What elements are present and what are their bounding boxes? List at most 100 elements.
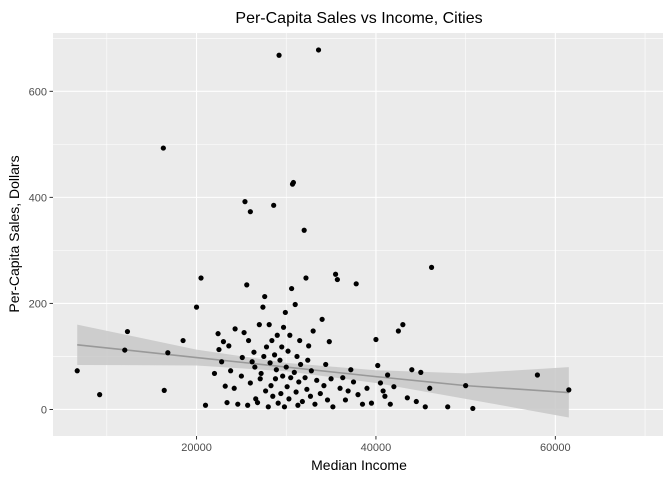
x-axis-ticks: 20000 40000 60000 bbox=[181, 436, 571, 454]
data-point bbox=[239, 354, 245, 361]
data-point bbox=[281, 404, 288, 410]
data-point bbox=[254, 399, 261, 406]
x-tick-label: 20000 bbox=[181, 442, 212, 454]
data-point bbox=[334, 276, 340, 283]
data-point bbox=[271, 352, 278, 358]
data-point bbox=[291, 369, 297, 375]
data-point bbox=[310, 328, 316, 334]
data-point bbox=[382, 393, 388, 399]
data-point bbox=[375, 362, 381, 369]
y-tick-label: 600 bbox=[29, 86, 47, 98]
data-point bbox=[303, 275, 309, 281]
data-point bbox=[307, 393, 314, 399]
data-point bbox=[262, 293, 268, 300]
data-point bbox=[279, 344, 285, 350]
data-point bbox=[463, 383, 469, 389]
data-point bbox=[160, 145, 166, 151]
data-point bbox=[269, 337, 275, 344]
data-point bbox=[161, 387, 167, 393]
data-point bbox=[342, 397, 349, 403]
data-point bbox=[180, 337, 186, 344]
data-point bbox=[297, 337, 303, 344]
data-point bbox=[337, 385, 343, 391]
data-point bbox=[247, 380, 253, 386]
data-point bbox=[323, 361, 329, 368]
data-point bbox=[222, 383, 228, 389]
data-point bbox=[385, 372, 391, 378]
data-point bbox=[258, 370, 264, 377]
data-point bbox=[355, 392, 361, 398]
data-point bbox=[228, 368, 234, 374]
data-point bbox=[297, 361, 304, 368]
data-point bbox=[268, 383, 274, 389]
data-point bbox=[373, 336, 379, 343]
y-axis-title: Per-Capita Sales, Dollars bbox=[6, 155, 22, 312]
data-point bbox=[265, 404, 271, 410]
data-point bbox=[470, 405, 476, 412]
data-point bbox=[256, 322, 262, 328]
x-axis-title: Median Income bbox=[311, 457, 407, 473]
data-point bbox=[317, 390, 323, 397]
data-point bbox=[326, 339, 332, 345]
data-point bbox=[252, 364, 258, 370]
data-point bbox=[296, 379, 302, 385]
data-point bbox=[245, 402, 251, 408]
data-point bbox=[261, 353, 267, 360]
data-point bbox=[124, 328, 131, 335]
data-point bbox=[267, 360, 273, 366]
data-point bbox=[215, 331, 221, 337]
data-point bbox=[193, 304, 200, 310]
y-axis-ticks: 0 200 400 600 bbox=[29, 86, 53, 416]
data-point bbox=[345, 388, 351, 394]
data-point bbox=[321, 383, 327, 389]
data-point bbox=[315, 47, 322, 53]
data-point bbox=[224, 399, 230, 406]
data-point bbox=[288, 375, 294, 381]
data-point bbox=[319, 316, 325, 322]
data-point bbox=[295, 402, 301, 408]
data-point bbox=[165, 350, 171, 356]
data-point bbox=[308, 368, 314, 374]
x-tick-label: 60000 bbox=[540, 442, 571, 454]
data-point bbox=[260, 304, 266, 310]
data-point bbox=[292, 301, 298, 308]
data-point bbox=[220, 339, 227, 345]
data-point bbox=[286, 396, 292, 402]
data-point bbox=[276, 52, 282, 58]
data-point bbox=[391, 384, 397, 390]
data-point bbox=[270, 393, 276, 399]
data-point bbox=[289, 285, 295, 292]
data-point bbox=[251, 349, 257, 355]
data-point bbox=[287, 332, 293, 338]
data-point bbox=[280, 373, 286, 379]
data-point bbox=[302, 375, 308, 381]
chart-title: Per-Capita Sales vs Income, Cities bbox=[235, 10, 482, 27]
data-point bbox=[340, 375, 346, 381]
data-point bbox=[304, 386, 310, 392]
minor-gridlines bbox=[53, 33, 663, 436]
data-point bbox=[263, 388, 269, 394]
data-point bbox=[314, 377, 320, 383]
data-point bbox=[238, 373, 244, 379]
data-point bbox=[245, 337, 252, 344]
data-point bbox=[428, 264, 435, 270]
data-point bbox=[445, 404, 451, 410]
data-point bbox=[350, 379, 357, 385]
y-tick-label: 0 bbox=[41, 404, 47, 416]
data-point bbox=[364, 385, 370, 391]
trend-line bbox=[77, 343, 569, 394]
data-point bbox=[395, 328, 401, 334]
data-point bbox=[324, 397, 331, 403]
data-point bbox=[273, 367, 279, 373]
data-point bbox=[235, 401, 241, 407]
data-point bbox=[380, 388, 386, 394]
data-point bbox=[241, 329, 247, 336]
data-point bbox=[409, 367, 415, 373]
y-tick-label: 200 bbox=[29, 298, 47, 310]
data-point bbox=[400, 322, 406, 328]
data-point bbox=[312, 401, 318, 407]
data-point bbox=[242, 199, 248, 205]
data-point bbox=[249, 359, 255, 365]
data-point bbox=[299, 398, 305, 405]
data-point bbox=[290, 179, 297, 186]
